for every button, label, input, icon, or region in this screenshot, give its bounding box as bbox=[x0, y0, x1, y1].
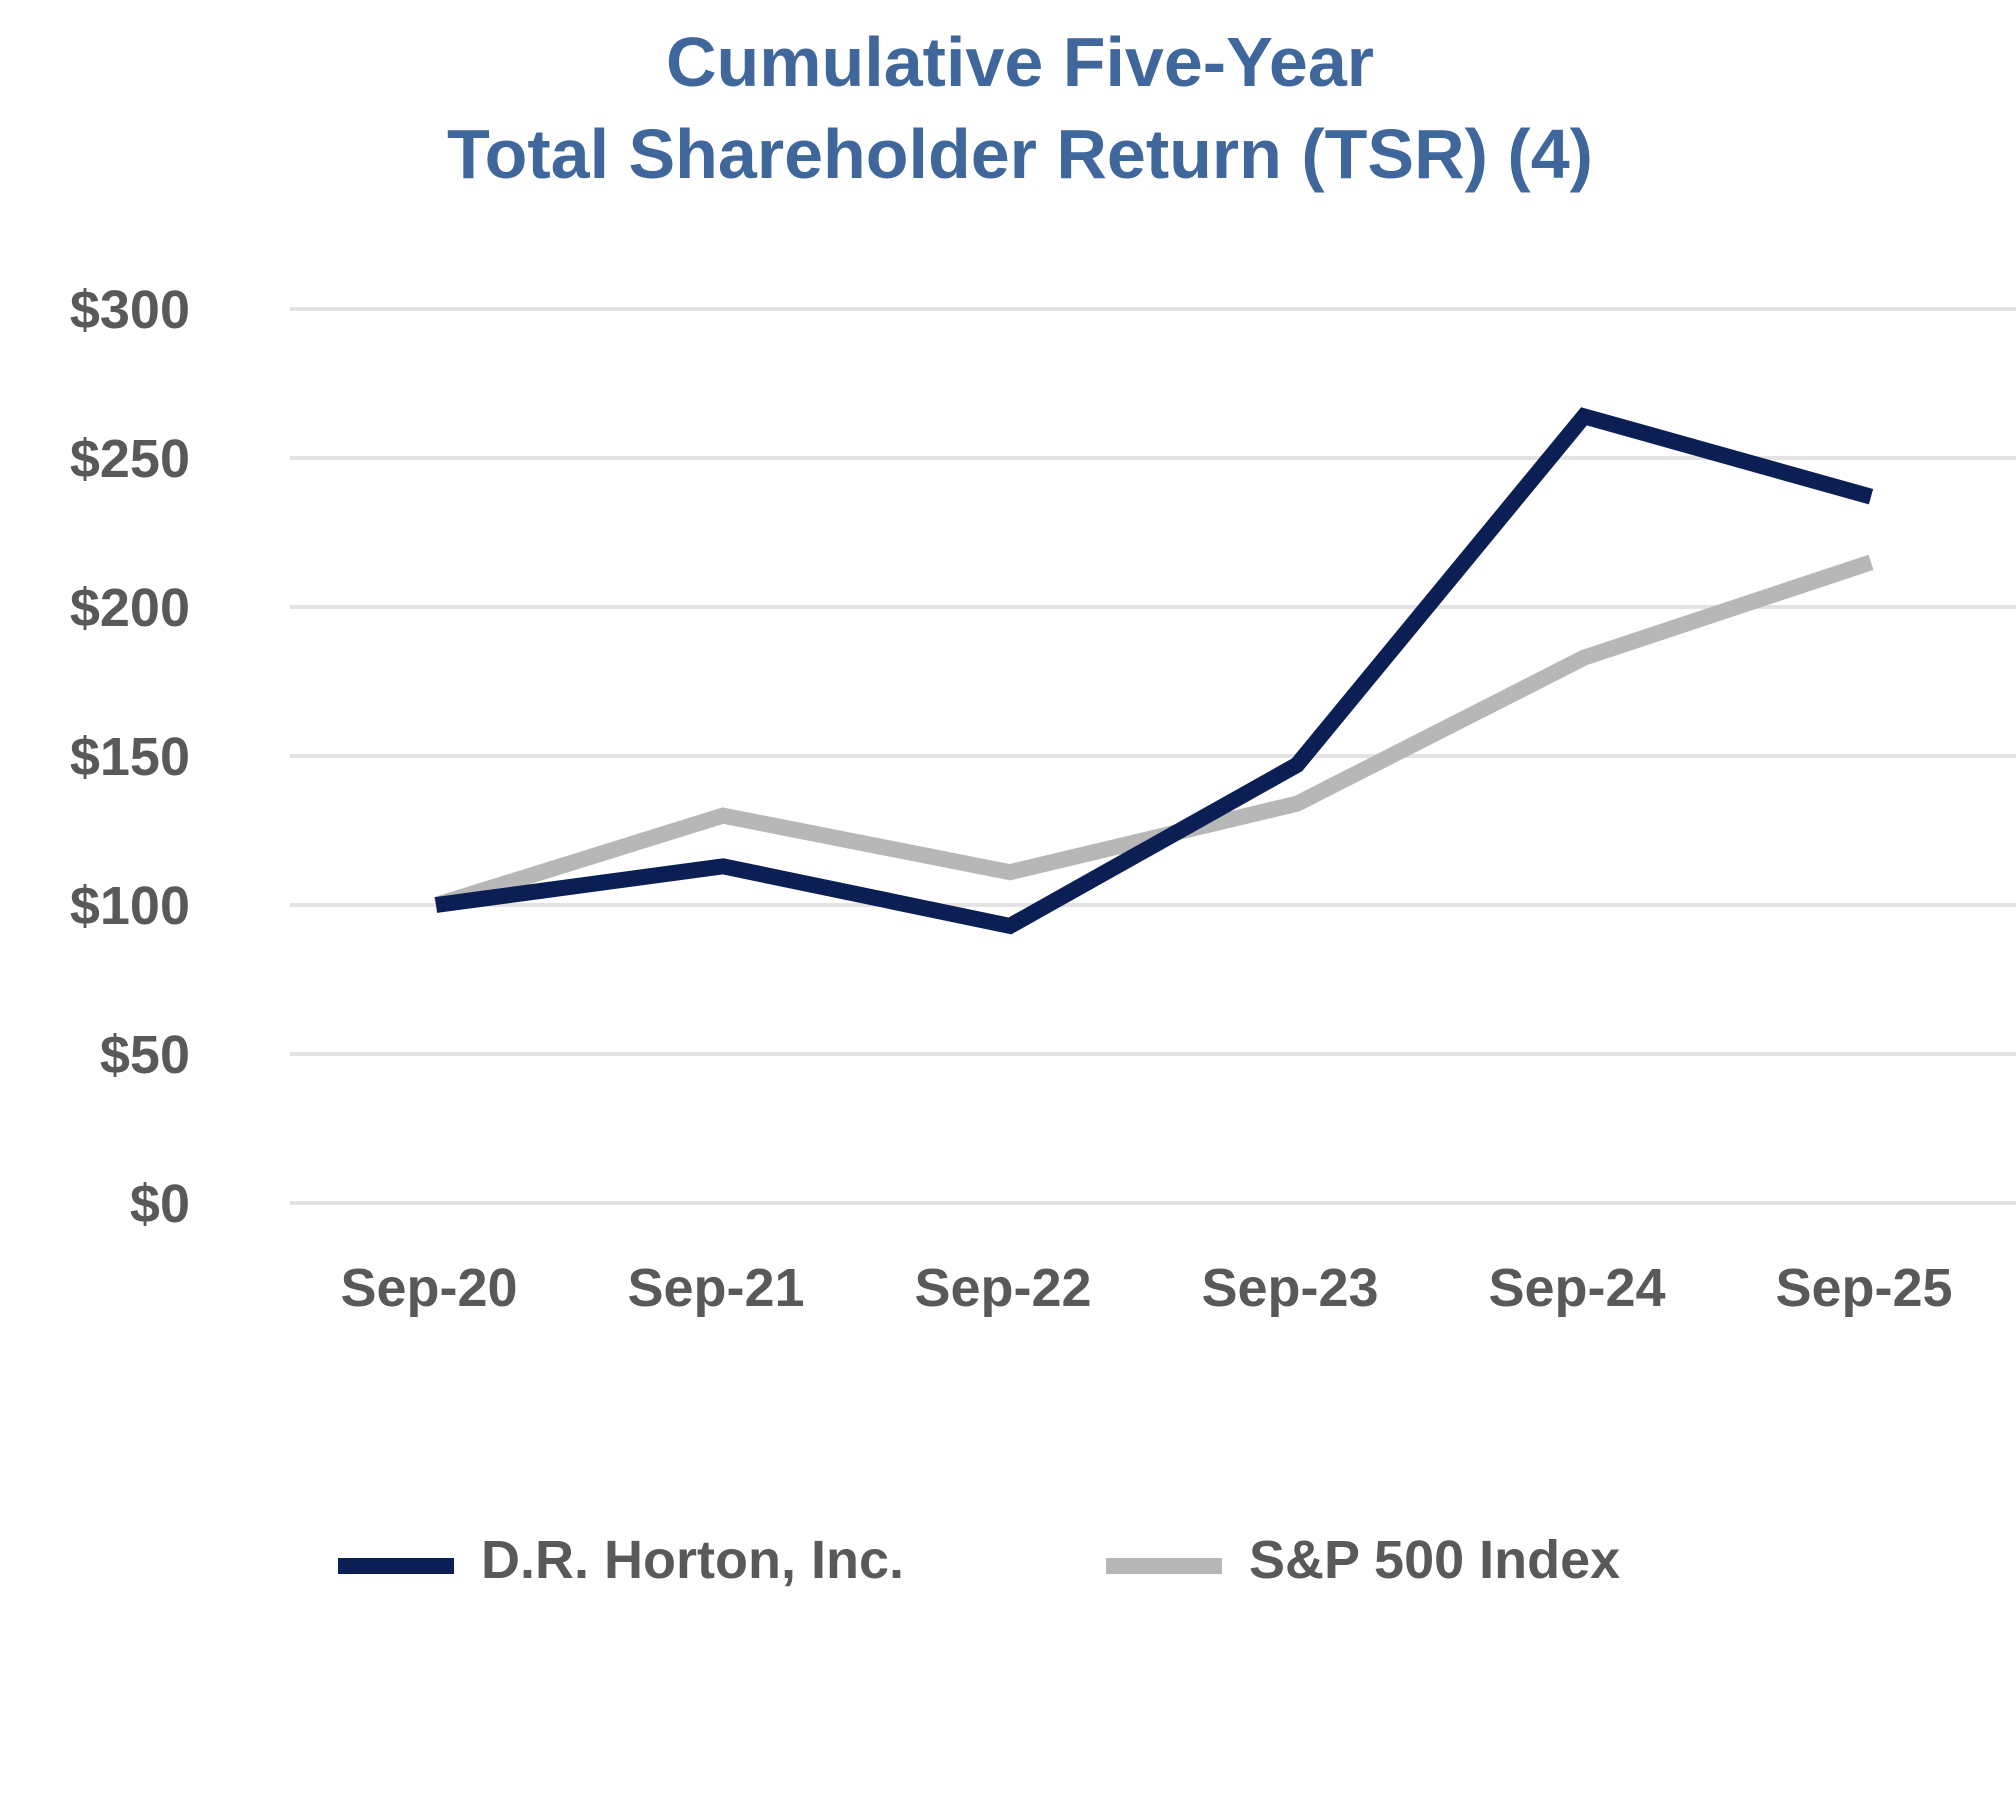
chart-subtitle: Total Shareholder Return (TSR) (4) bbox=[447, 115, 1593, 193]
x-tick-label: Sep-23 bbox=[1201, 1258, 1378, 1318]
x-tick-label: Sep-22 bbox=[914, 1258, 1091, 1318]
legend-label: D.R. Horton, Inc. bbox=[481, 1530, 904, 1590]
y-tick-label: $300 bbox=[70, 280, 190, 340]
y-tick-label: $250 bbox=[70, 429, 190, 489]
chart-title: Cumulative Five-Year bbox=[665, 23, 1375, 101]
legend-label: S&P 500 Index bbox=[1249, 1530, 1620, 1590]
gridlines bbox=[290, 307, 2016, 1205]
x-tick-label: Sep-24 bbox=[1488, 1258, 1665, 1318]
x-axis-tick-labels: Sep-20 Sep-21 Sep-22 Sep-23 Sep-24 Sep-25 bbox=[340, 1258, 1952, 1318]
y-tick-label: $150 bbox=[70, 727, 190, 787]
y-tick-label: $100 bbox=[70, 876, 190, 936]
x-tick-label: Sep-20 bbox=[340, 1258, 517, 1318]
x-tick-label: Sep-25 bbox=[1775, 1258, 1952, 1318]
y-axis-tick-labels: $0 $50 $100 $150 $200 $250 $300 bbox=[70, 280, 190, 1234]
y-tick-label: $50 bbox=[100, 1025, 190, 1085]
series-lines bbox=[433, 407, 1874, 935]
legend: D.R. Horton, Inc. S&P 500 Index bbox=[338, 1530, 1620, 1590]
y-tick-label: $0 bbox=[130, 1174, 190, 1234]
y-tick-label: $200 bbox=[70, 578, 190, 638]
series-line-dr-horton bbox=[434, 407, 1874, 935]
x-tick-label: Sep-21 bbox=[627, 1258, 804, 1318]
